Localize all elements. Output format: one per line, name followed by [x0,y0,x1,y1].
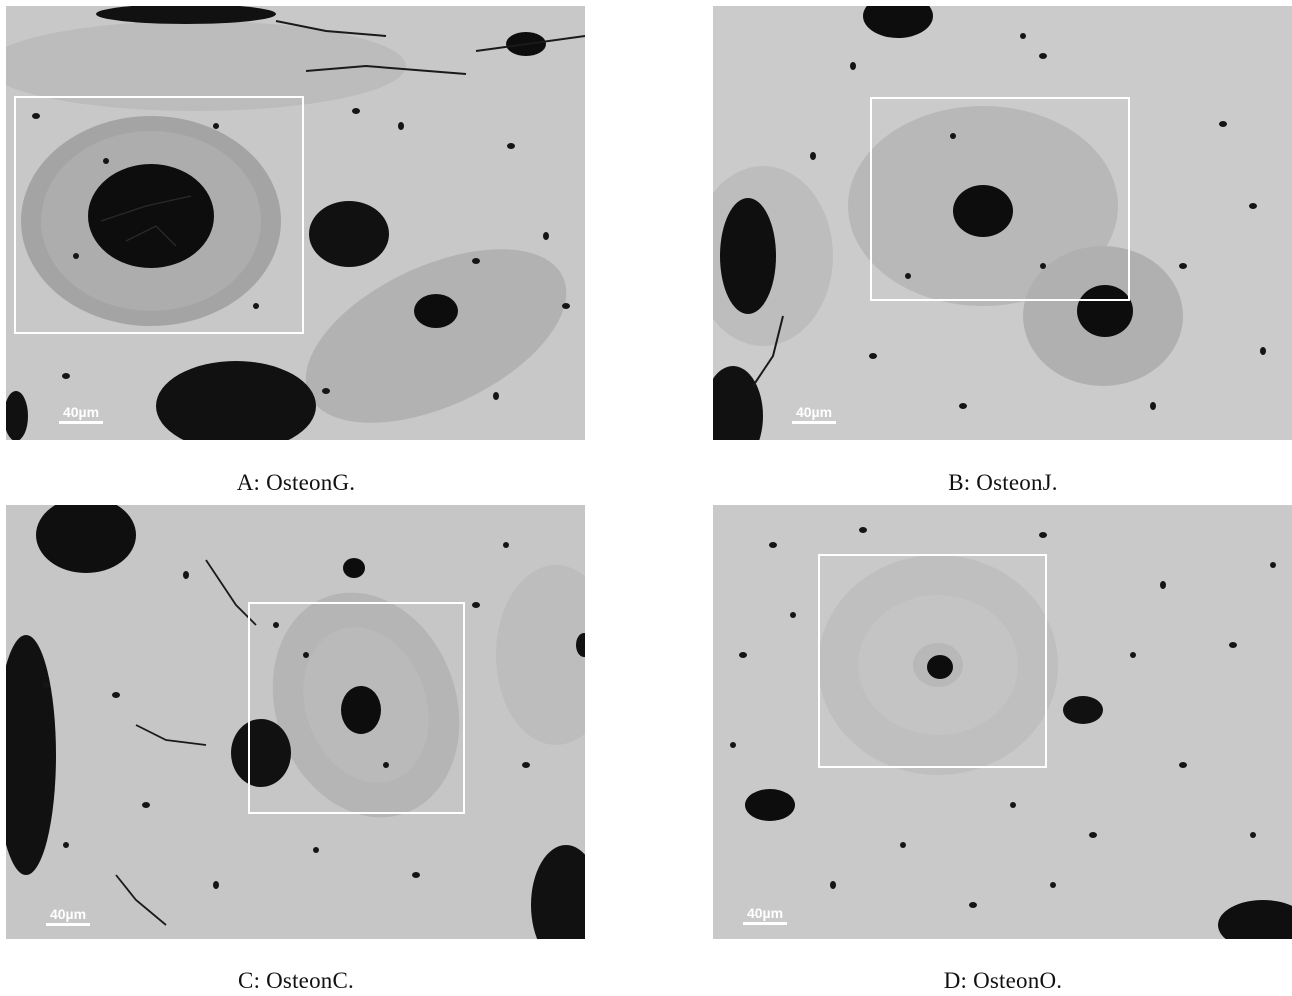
roi-box [818,554,1047,768]
roi-box [870,97,1130,301]
scale-bar: 40µm [59,404,103,424]
scale-bar-line [743,922,787,925]
scale-bar-label: 40µm [746,905,784,921]
roi-box [14,96,304,334]
panel-caption: C: OsteonC. [238,968,354,993]
panel-caption: A: OsteonG. [236,470,356,495]
scale-bar-line [792,421,836,424]
scale-bar-label: 40µm [795,404,833,420]
sem-image-a: 40µm [6,6,585,440]
sem-image-d: 40µm [713,505,1292,939]
scale-bar: 40µm [743,905,787,925]
panel-caption: B: OsteonJ. [948,470,1058,495]
scale-bar-label: 40µm [62,404,100,420]
roi-box [248,602,465,814]
panel-caption: D: OsteonO. [943,968,1063,993]
scale-bar-line [46,923,90,926]
scale-bar-label: 40µm [49,906,87,922]
sem-image-b: 40µm [713,6,1292,440]
scale-bar: 40µm [46,906,90,926]
sem-image-c: 40µm [6,505,585,939]
scale-bar-line [59,421,103,424]
scale-bar: 40µm [792,404,836,424]
